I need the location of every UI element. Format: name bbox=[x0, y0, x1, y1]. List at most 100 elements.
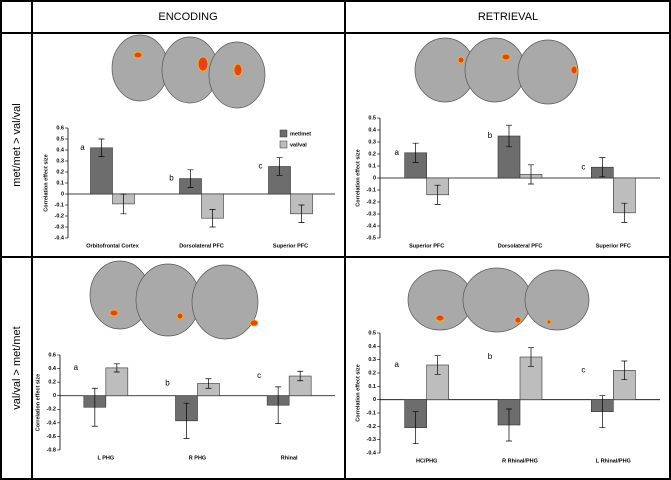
y-axis-label: Correlation effect size bbox=[43, 154, 49, 211]
y-tick-label: -0.4 bbox=[367, 223, 377, 229]
y-tick-label: 0.5 bbox=[56, 136, 64, 142]
y-tick-label: 0.6 bbox=[56, 125, 64, 131]
x-tick-label: Dorsolateral PFC bbox=[498, 243, 543, 249]
y-tick-label: 0.2 bbox=[48, 380, 56, 386]
y-tick-label: 0 bbox=[373, 175, 376, 181]
error-bar bbox=[528, 164, 534, 185]
x-tick-label: Rhinal bbox=[281, 455, 298, 461]
y-tick-label: 0.4 bbox=[368, 344, 377, 350]
x-tick-label: Superior PFC bbox=[273, 243, 308, 249]
annotation: a bbox=[394, 148, 399, 157]
y-tick-label: -0.4 bbox=[367, 450, 377, 456]
y-tick-label: -0.1 bbox=[55, 202, 64, 208]
error-bar bbox=[599, 157, 606, 178]
y-tick-label: -0.1 bbox=[367, 187, 376, 193]
y-tick-label: 0.1 bbox=[368, 163, 376, 169]
y-tick-label: 0.5 bbox=[368, 330, 376, 336]
y-tick-label: -0.3 bbox=[55, 224, 64, 230]
error-bar bbox=[434, 355, 441, 375]
error-bar bbox=[183, 402, 190, 439]
annotation: c bbox=[581, 162, 585, 171]
y-tick-label: -0.8 bbox=[47, 447, 56, 453]
y-tick-label: 0.5 bbox=[368, 115, 376, 121]
x-tick-label: R PHG bbox=[189, 455, 206, 461]
x-tick-label: Superior PFC bbox=[409, 243, 444, 249]
annotation: b bbox=[488, 131, 493, 140]
y-tick-label: 0.2 bbox=[368, 370, 376, 376]
y-tick-label: 0 bbox=[373, 397, 376, 403]
y-tick-label: -0.3 bbox=[367, 211, 376, 217]
row-header: met/met > val/val bbox=[11, 103, 23, 186]
annotation: c bbox=[581, 365, 585, 374]
row-header: val/val > met/met bbox=[11, 326, 23, 409]
y-tick-label: -0.6 bbox=[47, 434, 56, 440]
error-bar bbox=[120, 193, 127, 215]
annotation: a bbox=[74, 363, 79, 372]
legend-label: val/val bbox=[290, 142, 307, 148]
x-tick-label: Orbitofrontal Cortex bbox=[86, 243, 139, 249]
annotation: b bbox=[488, 352, 493, 361]
error-bar bbox=[621, 360, 628, 381]
y-axis-label: Correlation effect size bbox=[355, 149, 361, 206]
y-tick-label: -0.2 bbox=[367, 424, 376, 430]
error-bar bbox=[297, 370, 304, 382]
error-bar bbox=[506, 408, 512, 442]
y-tick-label: 0.3 bbox=[368, 357, 376, 363]
annotation: b bbox=[165, 379, 170, 388]
annotation: a bbox=[394, 360, 399, 369]
annotation: c bbox=[257, 371, 261, 380]
y-tick-label: 0.1 bbox=[56, 180, 64, 186]
y-tick-label: -0.2 bbox=[55, 213, 64, 219]
y-tick-label: 0 bbox=[53, 393, 56, 399]
error-bar bbox=[91, 387, 98, 427]
y-tick-label: 0.2 bbox=[56, 169, 64, 175]
x-tick-label: Superior PFC bbox=[596, 243, 631, 249]
y-tick-label: -0.2 bbox=[367, 199, 376, 205]
y-tick-label: 0.3 bbox=[368, 139, 376, 145]
error-bar bbox=[187, 169, 194, 188]
error-bar bbox=[412, 411, 419, 445]
y-tick-label: -0.3 bbox=[367, 437, 376, 443]
y-tick-label: 0.2 bbox=[368, 151, 376, 157]
y-tick-label: 0.1 bbox=[368, 384, 376, 390]
error-bar bbox=[298, 204, 305, 223]
y-tick-label: -0.4 bbox=[47, 420, 57, 426]
error-bar bbox=[209, 209, 216, 228]
error-bar bbox=[275, 386, 282, 424]
annotation: a bbox=[80, 143, 85, 152]
annotation: c bbox=[259, 162, 263, 171]
y-tick-label: 0.4 bbox=[56, 147, 65, 153]
y-tick-label: 0 bbox=[61, 191, 64, 197]
legend-label: met/met bbox=[290, 131, 311, 137]
column-header: ENCODING bbox=[158, 11, 217, 23]
annotation: b bbox=[169, 174, 174, 183]
y-axis-label: Correlation effect size bbox=[35, 374, 41, 431]
y-axis-label: Correlation effect size bbox=[355, 364, 361, 421]
error-bar bbox=[528, 347, 534, 367]
error-bar bbox=[599, 395, 606, 429]
y-tick-label: -0.5 bbox=[367, 235, 376, 241]
error-bar bbox=[113, 363, 120, 373]
x-tick-label: HC/PHG bbox=[416, 458, 437, 464]
error-bar bbox=[621, 202, 628, 223]
y-tick-label: 0.3 bbox=[56, 158, 64, 164]
error-bar bbox=[506, 124, 512, 148]
y-tick-label: 0.4 bbox=[48, 366, 57, 372]
x-tick-label: L PHG bbox=[97, 455, 114, 461]
x-tick-label: Dorsolateral PFC bbox=[179, 243, 224, 249]
column-header: RETRIEVAL bbox=[478, 11, 538, 23]
x-tick-label: L Rhinal/PHG bbox=[596, 458, 631, 464]
error-bar bbox=[434, 184, 441, 205]
y-tick-label: -0.2 bbox=[47, 407, 56, 413]
y-tick-label: 0.4 bbox=[368, 127, 377, 133]
error-bar bbox=[98, 138, 105, 157]
legend-swatch bbox=[279, 129, 288, 138]
brain-images bbox=[89, 34, 590, 340]
x-tick-label: R Rhinal/PHG bbox=[502, 458, 538, 464]
legend-swatch bbox=[279, 140, 288, 149]
y-tick-label: -0.4 bbox=[55, 235, 65, 241]
error-bar bbox=[205, 378, 212, 389]
y-tick-label: 0.6 bbox=[48, 352, 56, 358]
